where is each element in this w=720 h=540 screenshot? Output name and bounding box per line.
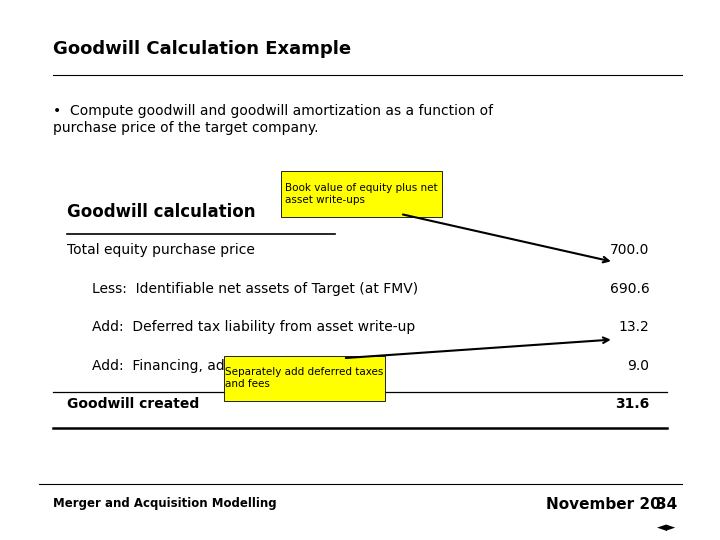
Text: ◄►: ◄► xyxy=(657,522,676,535)
Text: Less:  Identifiable net assets of Target (at FMV): Less: Identifiable net assets of Target … xyxy=(92,282,418,296)
Text: Goodwill Calculation Example: Goodwill Calculation Example xyxy=(53,40,351,58)
Text: Add:  Financing, advisory, and legal fees: Add: Financing, advisory, and legal fees xyxy=(92,359,373,373)
FancyBboxPatch shape xyxy=(224,355,385,401)
Text: Total equity purchase price: Total equity purchase price xyxy=(67,244,255,257)
Text: 13.2: 13.2 xyxy=(618,320,649,334)
Text: Separately add deferred taxes
and fees: Separately add deferred taxes and fees xyxy=(225,367,384,389)
Text: 34: 34 xyxy=(657,497,678,512)
Text: •  Compute goodwill and goodwill amortization as a function of
purchase price of: • Compute goodwill and goodwill amortiza… xyxy=(53,104,493,134)
Text: 9.0: 9.0 xyxy=(627,359,649,373)
FancyBboxPatch shape xyxy=(282,171,442,217)
Text: Goodwill created: Goodwill created xyxy=(67,397,199,411)
Text: November 20: November 20 xyxy=(546,497,660,512)
Text: Goodwill calculation: Goodwill calculation xyxy=(67,203,256,221)
Text: Book value of equity plus net
asset write-ups: Book value of equity plus net asset writ… xyxy=(285,183,438,205)
Text: 31.6: 31.6 xyxy=(615,397,649,411)
Text: 700.0: 700.0 xyxy=(610,244,649,257)
Text: 690.6: 690.6 xyxy=(610,282,649,296)
Text: Merger and Acquisition Modelling: Merger and Acquisition Modelling xyxy=(53,497,276,510)
Text: Add:  Deferred tax liability from asset write-up: Add: Deferred tax liability from asset w… xyxy=(92,320,415,334)
